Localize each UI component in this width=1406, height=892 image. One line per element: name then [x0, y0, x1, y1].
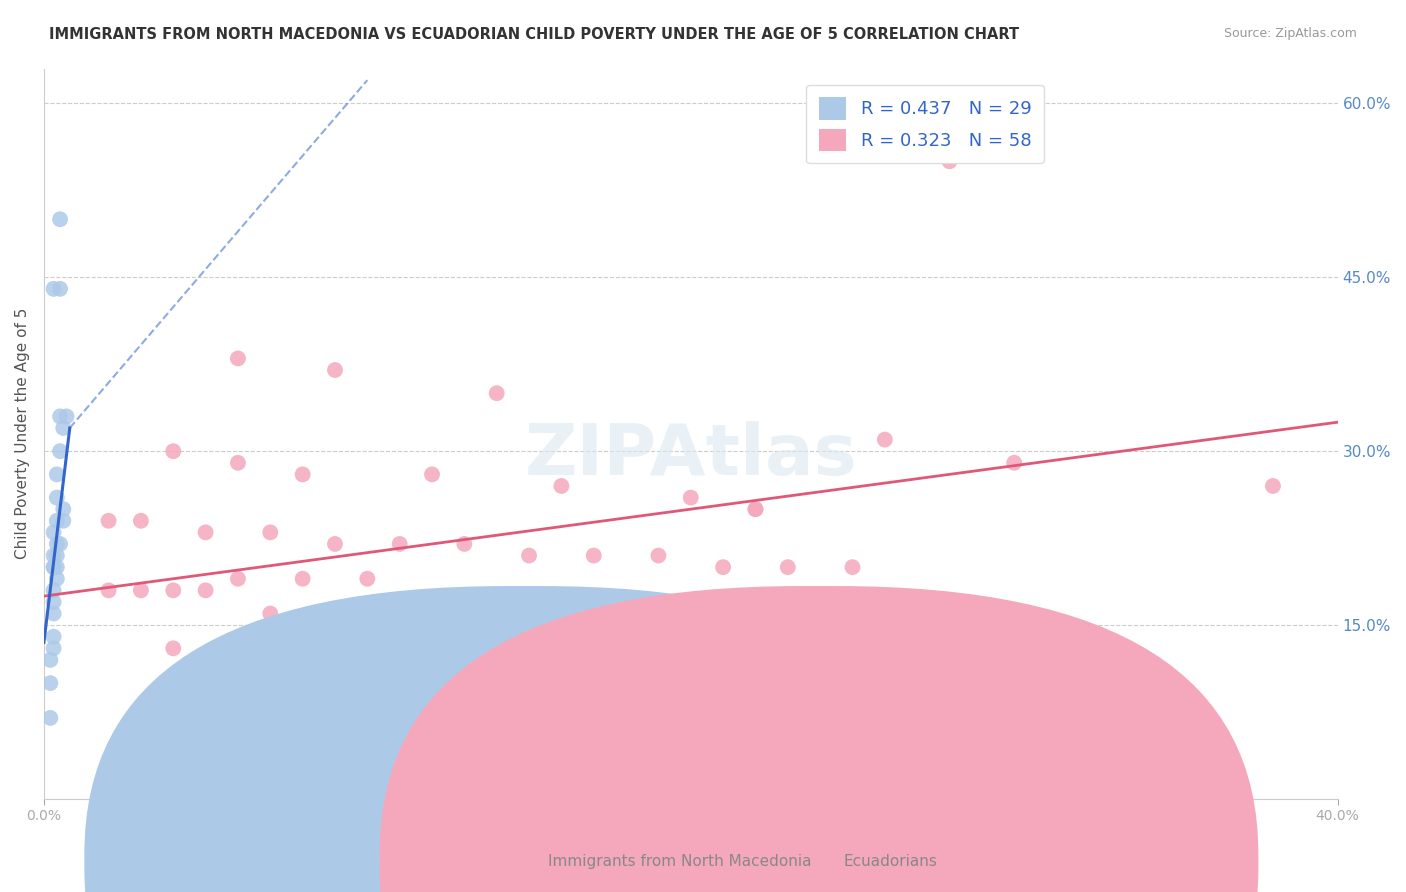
- Point: [55, 409, 77, 424]
- Point: [49, 282, 72, 296]
- Point: [42, 641, 65, 656]
- Point: [42, 607, 65, 621]
- Point: [194, 734, 217, 748]
- Point: [42, 583, 65, 598]
- Text: Source: ZipAtlas.com: Source: ZipAtlas.com: [1223, 27, 1357, 40]
- Point: [129, 583, 152, 598]
- Point: [323, 537, 346, 551]
- Point: [485, 688, 508, 702]
- Point: [194, 525, 217, 540]
- Point: [49, 212, 72, 227]
- Point: [711, 560, 734, 574]
- Point: [550, 699, 572, 714]
- Point: [42, 595, 65, 609]
- Point: [226, 351, 249, 366]
- Point: [45, 549, 67, 563]
- Point: [1261, 479, 1284, 493]
- Point: [323, 363, 346, 377]
- Point: [45, 537, 67, 551]
- Text: Immigrants from North Macedonia: Immigrants from North Macedonia: [548, 855, 811, 869]
- Point: [808, 711, 831, 725]
- Point: [97, 583, 120, 598]
- Point: [485, 386, 508, 401]
- Point: [291, 467, 314, 482]
- Point: [614, 595, 637, 609]
- Point: [194, 583, 217, 598]
- Point: [226, 653, 249, 667]
- Point: [388, 537, 411, 551]
- Point: [226, 572, 249, 586]
- Point: [42, 282, 65, 296]
- Text: ZIPAtlas: ZIPAtlas: [524, 421, 858, 491]
- Point: [45, 467, 67, 482]
- Point: [647, 641, 669, 656]
- Point: [162, 583, 184, 598]
- Point: [52, 514, 75, 528]
- Point: [938, 154, 960, 169]
- Point: [744, 502, 766, 516]
- Point: [517, 630, 540, 644]
- Point: [647, 549, 669, 563]
- Point: [49, 537, 72, 551]
- Point: [679, 491, 702, 505]
- Point: [517, 549, 540, 563]
- Legend: R = 0.437   N = 29, R = 0.323   N = 58: R = 0.437 N = 29, R = 0.323 N = 58: [807, 85, 1045, 163]
- Point: [388, 618, 411, 632]
- Point: [42, 560, 65, 574]
- Point: [356, 665, 378, 679]
- Point: [356, 572, 378, 586]
- Point: [356, 723, 378, 737]
- Point: [129, 514, 152, 528]
- Point: [49, 409, 72, 424]
- Point: [42, 525, 65, 540]
- Point: [744, 595, 766, 609]
- Point: [259, 746, 281, 760]
- Point: [52, 421, 75, 435]
- Point: [550, 479, 572, 493]
- Point: [162, 444, 184, 458]
- Point: [453, 618, 475, 632]
- Text: Ecuadorians: Ecuadorians: [844, 855, 938, 869]
- Point: [323, 607, 346, 621]
- Point: [1002, 456, 1025, 470]
- Point: [485, 757, 508, 772]
- Point: [259, 525, 281, 540]
- Point: [226, 456, 249, 470]
- Point: [52, 502, 75, 516]
- Point: [42, 560, 65, 574]
- Point: [323, 607, 346, 621]
- Point: [49, 444, 72, 458]
- Point: [582, 549, 605, 563]
- Point: [259, 607, 281, 621]
- Point: [711, 641, 734, 656]
- Point: [582, 630, 605, 644]
- Point: [744, 502, 766, 516]
- Point: [45, 572, 67, 586]
- Point: [45, 514, 67, 528]
- Y-axis label: Child Poverty Under the Age of 5: Child Poverty Under the Age of 5: [15, 308, 30, 559]
- Point: [45, 560, 67, 574]
- Point: [42, 549, 65, 563]
- Point: [42, 630, 65, 644]
- Text: IMMIGRANTS FROM NORTH MACEDONIA VS ECUADORIAN CHILD POVERTY UNDER THE AGE OF 5 C: IMMIGRANTS FROM NORTH MACEDONIA VS ECUAD…: [49, 27, 1019, 42]
- Point: [45, 491, 67, 505]
- Point: [39, 711, 62, 725]
- Point: [291, 665, 314, 679]
- Point: [291, 572, 314, 586]
- Point: [841, 560, 863, 574]
- Point: [420, 676, 443, 690]
- Point: [39, 653, 62, 667]
- Point: [453, 537, 475, 551]
- Point: [776, 560, 799, 574]
- Point: [97, 514, 120, 528]
- Point: [420, 467, 443, 482]
- Point: [162, 641, 184, 656]
- Point: [873, 433, 896, 447]
- Point: [39, 676, 62, 690]
